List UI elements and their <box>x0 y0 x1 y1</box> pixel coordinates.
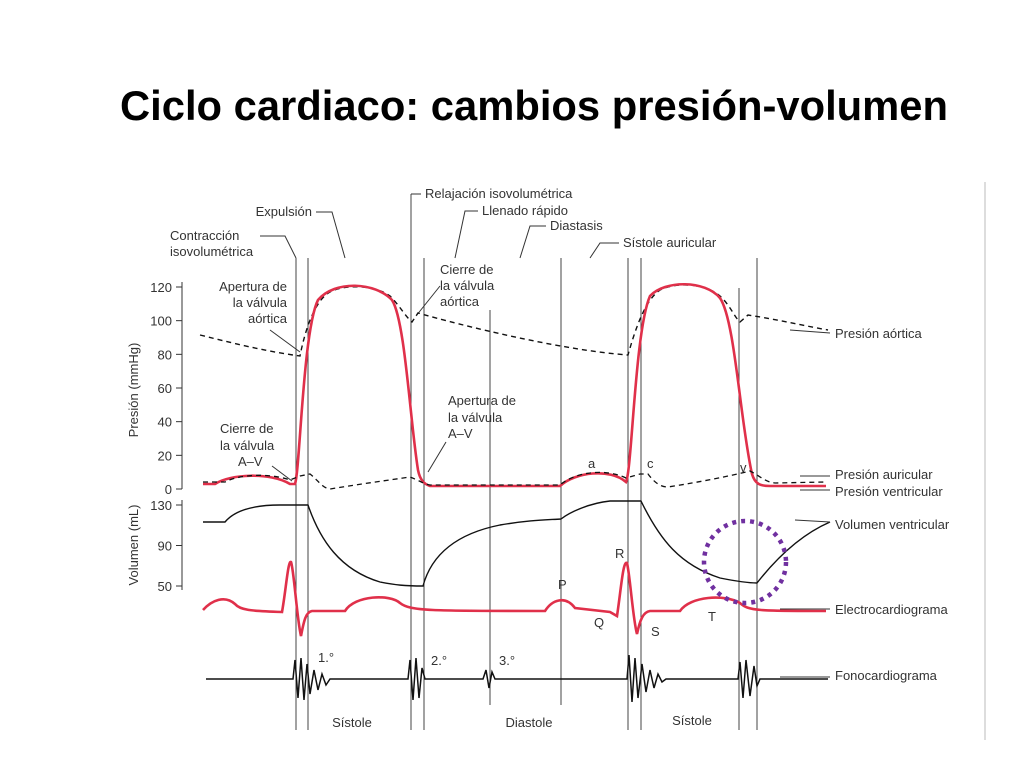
annotation: A–V <box>238 454 263 469</box>
annotation: Cierre de <box>440 262 493 277</box>
annotation: aórtica <box>440 294 480 309</box>
ventricular-pressure <box>203 282 826 488</box>
phase-label: Relajación isovolumétrica <box>425 186 573 201</box>
annotation: Apertura de <box>448 393 516 408</box>
period-label: Sístole <box>672 713 712 728</box>
phase-label: Contracción <box>170 228 239 243</box>
tick-label: 100 <box>150 314 172 329</box>
annotation: la válvula <box>233 295 288 310</box>
axis-label: Presión (mmHg) <box>126 343 141 438</box>
trace-labels: Presión aórtica Presión auricular Presió… <box>780 326 950 683</box>
phase-label: Expulsión <box>256 204 312 219</box>
trace-label: Fonocardiograma <box>835 668 938 683</box>
tick-label: 60 <box>158 381 172 396</box>
pressure-axis: Presión (mmHg) <box>126 282 183 489</box>
annotation: la válvula <box>448 410 503 425</box>
period-labels: Sístole Diastole Sístole <box>332 713 712 730</box>
volume-axis: Volumen (mL) <box>126 500 183 590</box>
annotation: aórtica <box>248 311 288 326</box>
tick-label: 20 <box>158 448 172 463</box>
wave-label: S <box>651 624 660 639</box>
wave-label: T <box>708 609 716 624</box>
phase-label: Diastasis <box>550 218 603 233</box>
annotation: Cierre de <box>220 421 273 436</box>
aortic-pressure <box>199 284 829 357</box>
axis-label: Volumen (mL) <box>126 505 141 586</box>
phase-label: Sístole auricular <box>623 235 717 250</box>
phase-label: isovolumétrica <box>170 244 254 259</box>
phase-labels: Expulsión Contracción isovolumétrica Rel… <box>170 186 717 259</box>
annotation: Apertura de <box>219 279 287 294</box>
wave-label: P <box>558 577 567 592</box>
phonocardiogram <box>206 654 828 703</box>
trace-label: Presión ventricular <box>835 484 943 499</box>
sound-labels: 1.° 2.° 3.° <box>318 650 515 668</box>
trace-label: Presión auricular <box>835 467 933 482</box>
tick-label: 40 <box>158 415 172 430</box>
annotation: la válvula <box>440 278 495 293</box>
tick-label: 50 <box>158 579 172 594</box>
atrial-pressure <box>203 470 827 490</box>
sound-label: 3.° <box>499 653 515 668</box>
ventricular-volume <box>203 500 831 587</box>
annotation: A–V <box>448 426 473 441</box>
tick-label: 0 <box>165 482 172 497</box>
wave-label: R <box>615 546 624 561</box>
tick-label: 80 <box>158 347 172 362</box>
slide-title: Ciclo cardiaco: cambios presión-volumen <box>120 82 948 129</box>
phase-label: Llenado rápido <box>482 203 568 218</box>
trace-label: Electrocardiograma <box>835 602 948 617</box>
period-label: Sístole <box>332 715 372 730</box>
annotations: Apertura de la válvula aórtica Cierre de… <box>219 262 516 482</box>
sound-label: 1.° <box>318 650 334 665</box>
trace-label: Volumen ventricular <box>835 517 950 532</box>
phase-lines <box>295 194 758 730</box>
wave-label: Q <box>594 615 604 630</box>
highlight-circle <box>701 518 789 606</box>
trace-label: Presión aórtica <box>835 326 922 341</box>
wave-label: v <box>740 460 747 475</box>
tick-label: 130 <box>150 498 172 513</box>
wave-labels: a c v P Q R S T <box>558 456 747 639</box>
tick-label: 120 <box>150 280 172 295</box>
electrocardiogram <box>202 560 827 637</box>
wave-label: c <box>647 456 654 471</box>
period-label: Diastole <box>506 715 553 730</box>
wave-label: a <box>588 456 596 471</box>
annotation: la válvula <box>220 438 275 453</box>
tick-label: 90 <box>158 539 172 554</box>
sound-label: 2.° <box>431 653 447 668</box>
